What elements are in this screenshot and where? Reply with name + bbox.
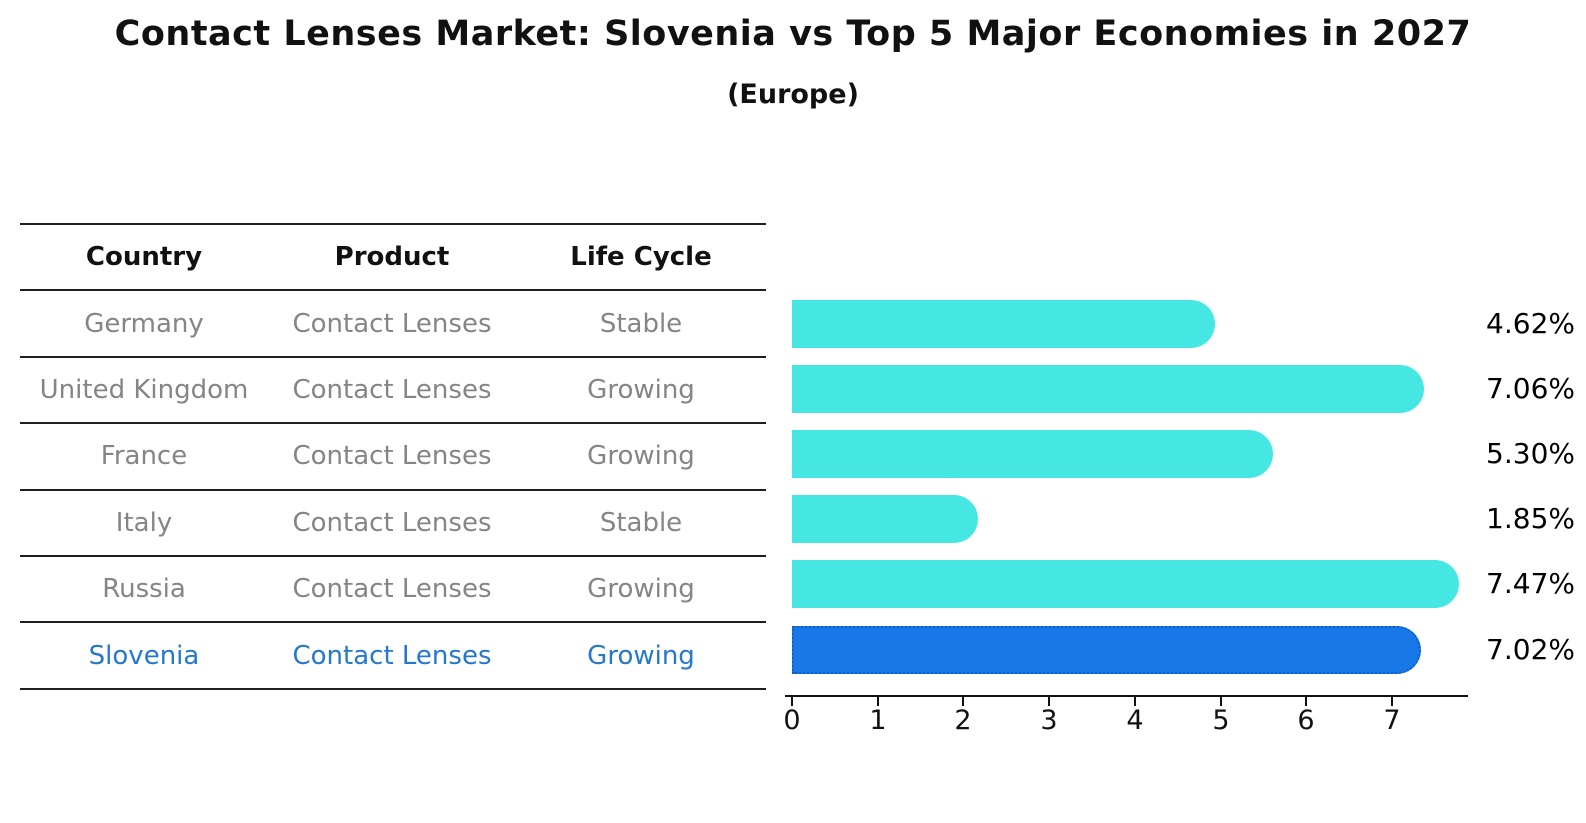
- bar-italy: [792, 495, 978, 543]
- cell-country: Italy: [115, 507, 173, 538]
- cell-product: Contact Lenses: [292, 640, 492, 671]
- cell-country: France: [100, 441, 188, 472]
- x-tick-mark: [1391, 697, 1393, 706]
- bar-germany: [792, 300, 1215, 348]
- x-tick-label: 3: [1040, 705, 1058, 736]
- x-tick-label: 5: [1212, 705, 1230, 736]
- bar-united-kingdom: [792, 365, 1424, 413]
- cell-life-cycle: Stable: [599, 507, 683, 538]
- cell-country: Russia: [102, 574, 186, 605]
- bar-russia: [792, 560, 1459, 608]
- x-axis-line: [785, 695, 1468, 697]
- cell-life-cycle: Growing: [587, 640, 695, 671]
- cell-life-cycle: Growing: [587, 374, 695, 405]
- x-tick-mark: [1220, 697, 1222, 706]
- cell-product: Contact Lenses: [292, 308, 492, 339]
- x-tick-label: 2: [954, 705, 972, 736]
- cell-life-cycle: Stable: [599, 308, 683, 339]
- value-label-russia: 7.47%: [1486, 567, 1575, 600]
- table-row-united-kingdom: United Kingdom Contact Lenses Growing: [20, 355, 766, 422]
- cell-product: Contact Lenses: [292, 507, 492, 538]
- x-tick-label: 6: [1297, 705, 1315, 736]
- value-label-germany: 4.62%: [1486, 307, 1575, 340]
- cell-country: United Kingdom: [39, 374, 249, 405]
- cell-product: Contact Lenses: [292, 574, 492, 605]
- column-header-product: Product: [334, 242, 450, 273]
- value-label-united-kingdom: 7.06%: [1486, 372, 1575, 405]
- value-label-slovenia: 7.02%: [1486, 633, 1575, 666]
- value-label-france: 5.30%: [1486, 437, 1575, 470]
- x-tick-label: 1: [869, 705, 887, 736]
- chart-subtitle: (Europe): [727, 79, 859, 110]
- table-row-russia: Russia Contact Lenses Growing: [20, 554, 766, 621]
- cell-life-cycle: Growing: [587, 574, 695, 605]
- x-tick-label: 4: [1126, 705, 1144, 736]
- x-tick-mark: [1134, 697, 1136, 706]
- x-tick-mark: [791, 697, 793, 706]
- x-tick-mark: [877, 697, 879, 706]
- table-row-slovenia: Slovenia Contact Lenses Growing: [20, 621, 766, 687]
- table-bottom-rule: [20, 687, 766, 690]
- cell-life-cycle: Growing: [587, 441, 695, 472]
- cell-product: Contact Lenses: [292, 441, 492, 472]
- cell-country: Germany: [84, 308, 204, 339]
- cell-country: Slovenia: [88, 640, 200, 671]
- table-row-france: France Contact Lenses Growing: [20, 422, 766, 488]
- table-row-germany: Germany Contact Lenses Stable: [20, 289, 766, 355]
- bar-slovenia: [792, 626, 1421, 674]
- bar-france: [792, 430, 1273, 478]
- x-tick-label: 0: [783, 705, 801, 736]
- x-tick-mark: [962, 697, 964, 706]
- x-tick-mark: [1048, 697, 1050, 706]
- column-header-country: Country: [85, 242, 203, 273]
- chart-title: Contact Lenses Market: Slovenia vs Top 5…: [114, 14, 1472, 54]
- x-tick-mark: [1305, 697, 1307, 706]
- table-header-row: Country Product Life Cycle: [20, 223, 766, 289]
- cell-product: Contact Lenses: [292, 374, 492, 405]
- table-row-italy: Italy Contact Lenses Stable: [20, 488, 766, 555]
- x-tick-label: 7: [1383, 705, 1401, 736]
- value-label-italy: 1.85%: [1486, 502, 1575, 535]
- country-summary-table: Country Product Life Cycle Germany Conta…: [20, 223, 766, 690]
- column-header-life-cycle: Life Cycle: [570, 242, 712, 273]
